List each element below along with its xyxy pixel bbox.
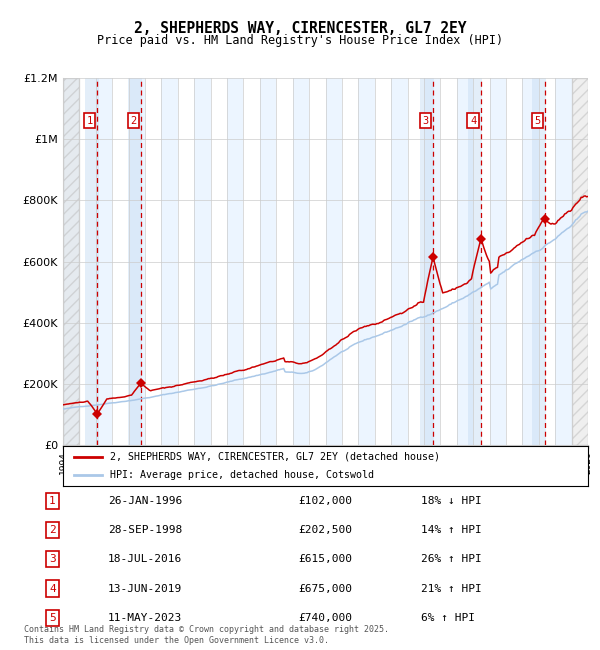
Text: 13-JUN-2019: 13-JUN-2019 bbox=[108, 584, 182, 593]
Bar bbox=[293, 78, 309, 445]
Text: £740,000: £740,000 bbox=[298, 613, 352, 623]
Text: 2: 2 bbox=[49, 525, 56, 535]
Bar bbox=[421, 78, 434, 445]
Text: 1: 1 bbox=[86, 116, 93, 126]
Text: 5: 5 bbox=[534, 116, 541, 126]
Text: 3: 3 bbox=[422, 116, 428, 126]
Text: 28-SEP-1998: 28-SEP-1998 bbox=[108, 525, 182, 535]
Text: 4: 4 bbox=[49, 584, 56, 593]
Text: Price paid vs. HM Land Registry's House Price Index (HPI): Price paid vs. HM Land Registry's House … bbox=[97, 34, 503, 47]
Bar bbox=[63, 78, 79, 445]
Bar bbox=[457, 78, 473, 445]
Text: HPI: Average price, detached house, Cotswold: HPI: Average price, detached house, Cots… bbox=[110, 471, 374, 480]
Bar bbox=[391, 78, 407, 445]
Text: 2, SHEPHERDS WAY, CIRENCESTER, GL7 2EY: 2, SHEPHERDS WAY, CIRENCESTER, GL7 2EY bbox=[134, 21, 466, 36]
Bar bbox=[523, 78, 539, 445]
Bar bbox=[161, 78, 178, 445]
Text: 18% ↓ HPI: 18% ↓ HPI bbox=[421, 496, 481, 506]
Bar bbox=[532, 78, 547, 445]
Text: 11-MAY-2023: 11-MAY-2023 bbox=[108, 613, 182, 623]
Bar bbox=[325, 78, 342, 445]
Text: 5: 5 bbox=[49, 613, 56, 623]
Bar bbox=[128, 78, 142, 445]
Bar bbox=[588, 78, 600, 445]
Bar bbox=[63, 78, 79, 445]
Bar bbox=[96, 78, 112, 445]
Bar bbox=[572, 78, 588, 445]
Text: 6% ↑ HPI: 6% ↑ HPI bbox=[421, 613, 475, 623]
Text: £102,000: £102,000 bbox=[298, 496, 352, 506]
Text: 4: 4 bbox=[470, 116, 476, 126]
Text: 14% ↑ HPI: 14% ↑ HPI bbox=[421, 525, 481, 535]
Text: £202,500: £202,500 bbox=[298, 525, 352, 535]
Text: 2: 2 bbox=[130, 116, 137, 126]
Text: Contains HM Land Registry data © Crown copyright and database right 2025.
This d: Contains HM Land Registry data © Crown c… bbox=[24, 625, 389, 645]
Text: 2, SHEPHERDS WAY, CIRENCESTER, GL7 2EY (detached house): 2, SHEPHERDS WAY, CIRENCESTER, GL7 2EY (… bbox=[110, 452, 440, 461]
Bar bbox=[424, 78, 440, 445]
Bar bbox=[260, 78, 276, 445]
Text: 18-JUL-2016: 18-JUL-2016 bbox=[108, 554, 182, 564]
Text: 1: 1 bbox=[49, 496, 56, 506]
Bar bbox=[227, 78, 244, 445]
Text: £615,000: £615,000 bbox=[298, 554, 352, 564]
Text: 21% ↑ HPI: 21% ↑ HPI bbox=[421, 584, 481, 593]
Bar bbox=[490, 78, 506, 445]
Bar bbox=[194, 78, 211, 445]
Text: 3: 3 bbox=[49, 554, 56, 564]
Bar bbox=[128, 78, 145, 445]
Bar bbox=[358, 78, 375, 445]
Text: 26-JAN-1996: 26-JAN-1996 bbox=[108, 496, 182, 506]
Bar bbox=[468, 78, 482, 445]
Text: 26% ↑ HPI: 26% ↑ HPI bbox=[421, 554, 481, 564]
Bar bbox=[555, 78, 572, 445]
Bar bbox=[85, 78, 98, 445]
Text: £675,000: £675,000 bbox=[298, 584, 352, 593]
